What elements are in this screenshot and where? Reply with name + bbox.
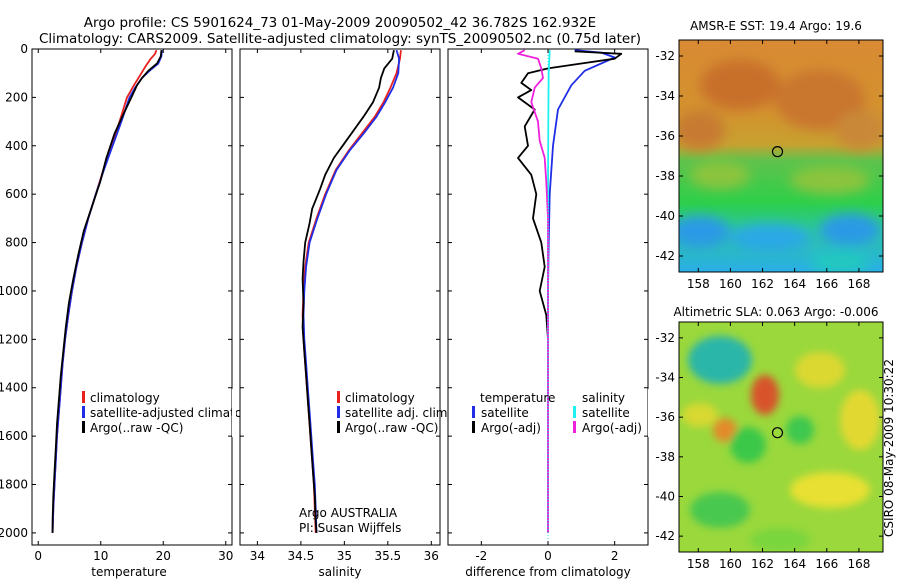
difference-xtick-label: -2: [475, 549, 487, 563]
sla-xtick-label: 168: [847, 557, 870, 571]
salinity-xtick-label: 35.5: [374, 549, 401, 563]
legend-climatology-swatch: [82, 391, 85, 403]
depth-tick-label: 1200: [0, 332, 28, 346]
sst-map-panel: AMSR-E SST: 19.4 Argo: 19.6 158 160 162 164…: [655, 19, 884, 291]
difference-xtick-label: 2: [611, 549, 619, 563]
sst-xtick-label: 160: [719, 277, 742, 291]
sst-ytick-label: -40: [655, 209, 675, 223]
sla-ytick-label: -32: [655, 331, 675, 345]
difference-series-salinity-argo-adj-: [517, 49, 549, 533]
sst-xtick-label: 166: [815, 277, 838, 291]
csiro-timestamp: CSIRO 08-May-2009 10:30:22: [882, 359, 896, 537]
sla-xtick-label: 164: [783, 557, 806, 571]
sla-map-axis-ticks: 158 160 162 164 166 168 -32 -34 -36 -38 -40 -42: [655, 322, 883, 571]
legend-temperature-header: temperature: [480, 391, 555, 405]
temperature-series-argo-raw-qc-: [51, 50, 163, 533]
legend-satellite-swatch: [82, 406, 85, 418]
salinity-xtick-label: 35: [337, 549, 352, 563]
legend-temp-argo-swatch: [472, 421, 475, 433]
depth-tick-label: 1400: [0, 381, 28, 395]
difference-legend: temperature salinity satellite Argo(-adj…: [472, 391, 642, 435]
sst-xtick-label: 168: [847, 277, 870, 291]
sla-map-panel: Altimetric SLA: 0.063 Argo: -0.006 158 16…: [655, 305, 884, 571]
sst-map-axis-ticks: 158 160 162 164 166 168 -32 -34 -36 -38 -40 -42: [655, 40, 883, 291]
depth-tick-label: 800: [5, 236, 28, 250]
legend-sal-satellite-swatch: [573, 406, 576, 418]
temperature-axis-ticks: 0 10 20 30 0 200 400 600 800 1000 1200 1400 1600 1800…: [0, 42, 233, 563]
sst-xtick-label: 162: [751, 277, 774, 291]
salinity-xtick-label: 34: [250, 549, 265, 563]
temperature-panel: 0 10 20 30 0 200 400 600 800 1000 1200 1400 1600 1800…: [0, 42, 268, 579]
difference-panel: -2 0 2 difference from climatology tempera…: [447, 48, 649, 579]
salinity-series-argo-raw-qc-: [301, 50, 395, 533]
sst-ytick-label: -38: [655, 169, 675, 183]
annotation-pi: PI: Susan Wijffels: [299, 521, 401, 535]
salinity-axis-label: salinity: [318, 565, 361, 579]
temperature-xtick-label: 0: [34, 549, 42, 563]
legend-satellite-label: satellite-adjusted climatology: [90, 406, 268, 420]
salinity-panel: 34 34.5 35 35.5 36 salinity Argo AUSTRALIA P…: [239, 48, 451, 579]
legend-argo-swatch: [337, 421, 340, 433]
depth-tick-label: 600: [5, 187, 28, 201]
legend-climatology-swatch: [337, 391, 340, 403]
sst-map-title: AMSR-E SST: 19.4 Argo: 19.6: [690, 19, 862, 33]
legend-temp-satellite-label: satellite: [481, 406, 529, 420]
sla-ytick-label: -38: [655, 450, 675, 464]
sla-ytick-label: -34: [655, 371, 675, 385]
difference-xtick-label: 0: [544, 549, 552, 563]
sst-ytick-label: -42: [655, 249, 675, 263]
difference-series-temperature-argo-adj-: [517, 50, 623, 533]
salinity-xtick-label: 36: [424, 549, 439, 563]
legend-argo-swatch: [82, 421, 85, 433]
sst-ytick-label: -32: [655, 49, 675, 63]
sst-ytick-label: -34: [655, 89, 675, 103]
sla-xtick-label: 160: [719, 557, 742, 571]
depth-tick-label: 200: [5, 90, 28, 104]
sla-ytick-label: -42: [655, 529, 675, 543]
legend-argo-label: Argo(..raw -QC): [90, 421, 183, 435]
sla-ytick-label: -40: [655, 489, 675, 503]
legend-sal-satellite-label: satellite: [582, 406, 630, 420]
temperature-legend: climatology satellite-adjusted climatolo…: [82, 391, 268, 435]
figure-title-line1: Argo profile: CS 5901624_73 01-May-2009 …: [84, 15, 596, 31]
sst-argo-location-marker: [771, 146, 784, 158]
salinity-xtick-label: 34.5: [288, 549, 315, 563]
depth-tick-label: 1000: [0, 284, 28, 298]
difference-axis-ticks: -2 0 2: [448, 48, 648, 563]
temperature-xtick-label: 10: [93, 549, 108, 563]
sla-xtick-label: 158: [687, 557, 710, 571]
temperature-xtick-label: 20: [156, 549, 171, 563]
legend-satellite-label: satellite adj. clim.: [345, 406, 451, 420]
depth-tick-label: 2000: [0, 526, 28, 540]
sla-ytick-label: -36: [655, 410, 675, 424]
legend-temp-argo-label: Argo(-adj): [481, 421, 541, 435]
legend-climatology-label: climatology: [90, 391, 160, 405]
legend-sal-argo-swatch: [573, 421, 576, 433]
sst-xtick-label: 164: [783, 277, 806, 291]
depth-tick-label: 1600: [0, 429, 28, 443]
annotation-argo-australia: Argo AUSTRALIA: [299, 506, 398, 520]
salinity-axis-ticks: 34 34.5 35 35.5 36: [240, 48, 440, 563]
sla-xtick-label: 162: [751, 557, 774, 571]
legend-argo-label: Argo(..raw -QC): [345, 421, 438, 435]
depth-tick-label: 1800: [0, 478, 28, 492]
temperature-xtick-label: 30: [218, 549, 233, 563]
figure-title-line2: Climatology: CARS2009. Satellite-adjuste…: [39, 31, 641, 47]
legend-sal-argo-label: Argo(-adj): [582, 421, 642, 435]
sla-xtick-label: 166: [815, 557, 838, 571]
sst-xtick-label: 158: [687, 277, 710, 291]
sst-ytick-label: -36: [655, 129, 675, 143]
legend-satellite-swatch: [337, 406, 340, 418]
salinity-legend: climatology satellite adj. clim. Argo(..…: [337, 391, 451, 435]
sla-map-title: Altimetric SLA: 0.063 Argo: -0.006: [673, 305, 878, 319]
difference-axis-label: difference from climatology: [465, 565, 631, 579]
depth-tick-label: 400: [5, 139, 28, 153]
sla-argo-location-marker: [771, 427, 784, 439]
temperature-axis-label: temperature: [91, 565, 166, 579]
legend-salinity-header: salinity: [582, 391, 625, 405]
depth-tick-label: 0: [20, 42, 28, 56]
legend-climatology-label: climatology: [345, 391, 415, 405]
legend-temp-satellite-swatch: [472, 406, 475, 418]
